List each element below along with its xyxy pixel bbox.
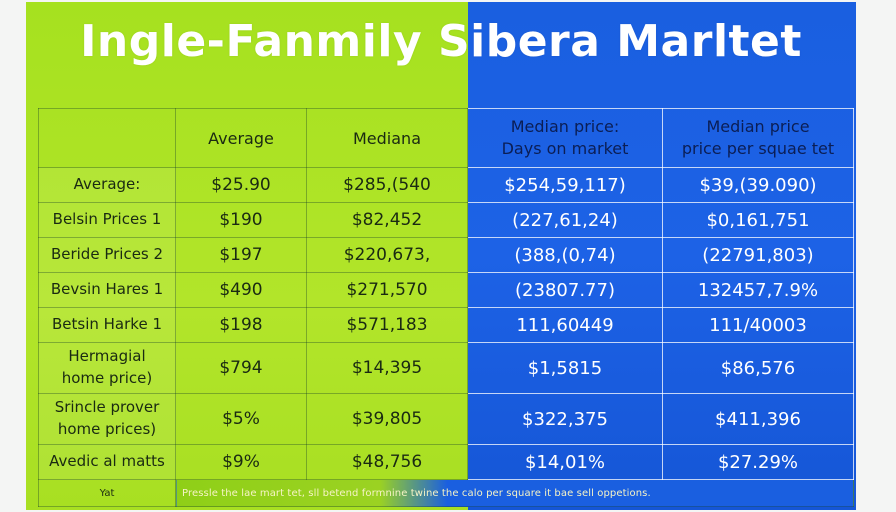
table-cell: $1,5815: [467, 342, 663, 394]
market-table: Average Mediana Median price: Days on ma…: [38, 108, 854, 507]
table-cell: $14,395: [306, 342, 468, 394]
row-label: Beride Prices 2: [38, 237, 176, 273]
table-cell: $254,59,117): [467, 167, 663, 203]
table-cell: 111/40003: [662, 307, 854, 343]
table-cell: (22791,803): [662, 237, 854, 273]
header-price-per-sqft: Median price price per squae tet: [662, 108, 854, 168]
table-cell: $86,576: [662, 342, 854, 394]
table-row: Avedic al matts $9% $48,756 $14,01% $27.29%: [38, 444, 854, 480]
table-cell: $39,805: [306, 393, 468, 445]
table-cell: $197: [175, 237, 307, 273]
table-cell: $220,673,: [306, 237, 468, 273]
footer-note: Pressle the lae mart tet, sll betend for…: [175, 479, 854, 507]
header-corner: [38, 108, 176, 168]
table-cell: $27.29%: [662, 444, 854, 480]
table-row: Beride Prices 2 $197 $220,673, (388,(0,74)(…: [38, 237, 854, 273]
header-average: Average: [175, 108, 307, 168]
row-label: Average:: [38, 167, 176, 203]
table-cell: $9%: [175, 444, 307, 480]
table-row: Bevsin Hares 1 $490 $271,570 (23807.77) 1324…: [38, 272, 854, 308]
table-cell: 111,60449: [467, 307, 663, 343]
table-cell: (227,61,24): [467, 202, 663, 238]
row-label: Belsin Prices 1: [38, 202, 176, 238]
row-label: Bevsin Hares 1: [38, 272, 176, 308]
table-cell: $198: [175, 307, 307, 343]
table-cell: (23807.77): [467, 272, 663, 308]
table-cell: $794: [175, 342, 307, 394]
footer-label: Yat: [38, 479, 176, 507]
row-label: Hermagial home price): [38, 342, 176, 394]
row-label: Avedic al matts: [38, 444, 176, 480]
table-cell: $82,452: [306, 202, 468, 238]
table-row: Srincle prover home prices) $5% $39,805 $32…: [38, 393, 854, 445]
market-board: Ingle-Fanmily Sibera Marltet Average Med…: [26, 2, 856, 510]
header-row: Average Mediana Median price: Days on ma…: [38, 108, 854, 168]
table-cell: $48,756: [306, 444, 468, 480]
table-cell: $322,375: [467, 393, 663, 445]
table-row: Belsin Prices 1 $190 $82,452 (227,61,24) $0,…: [38, 202, 854, 238]
footer-row: Yat Pressle the lae mart tet, sll betend …: [38, 479, 854, 507]
page-title: Ingle-Fanmily Sibera Marltet: [80, 16, 802, 67]
table-row: Betsin Harke 1 $198 $571,183 111,60449 111/4…: [38, 307, 854, 343]
table-cell: $25.90: [175, 167, 307, 203]
table-cell: $411,396: [662, 393, 854, 445]
row-label: Srincle prover home prices): [38, 393, 176, 445]
header-days-on-market: Median price: Days on market: [467, 108, 663, 168]
table-cell: $285,(540: [306, 167, 468, 203]
row-label: Betsin Harke 1: [38, 307, 176, 343]
header-median: Mediana: [306, 108, 468, 168]
table-cell: $39,(39.090): [662, 167, 854, 203]
table-row: Average: $25.90 $285,(540 $254,59,117) $39,(…: [38, 167, 854, 203]
table-row: Hermagial home price) $794 $14,395 $1,5815 $…: [38, 342, 854, 394]
table-cell: (388,(0,74): [467, 237, 663, 273]
table-cell: $271,570: [306, 272, 468, 308]
table-cell: $14,01%: [467, 444, 663, 480]
table-cell: $190: [175, 202, 307, 238]
table-cell: $5%: [175, 393, 307, 445]
table-cell: 132457,7.9%: [662, 272, 854, 308]
table-cell: $0,161,751: [662, 202, 854, 238]
table-cell: $490: [175, 272, 307, 308]
table-cell: $571,183: [306, 307, 468, 343]
